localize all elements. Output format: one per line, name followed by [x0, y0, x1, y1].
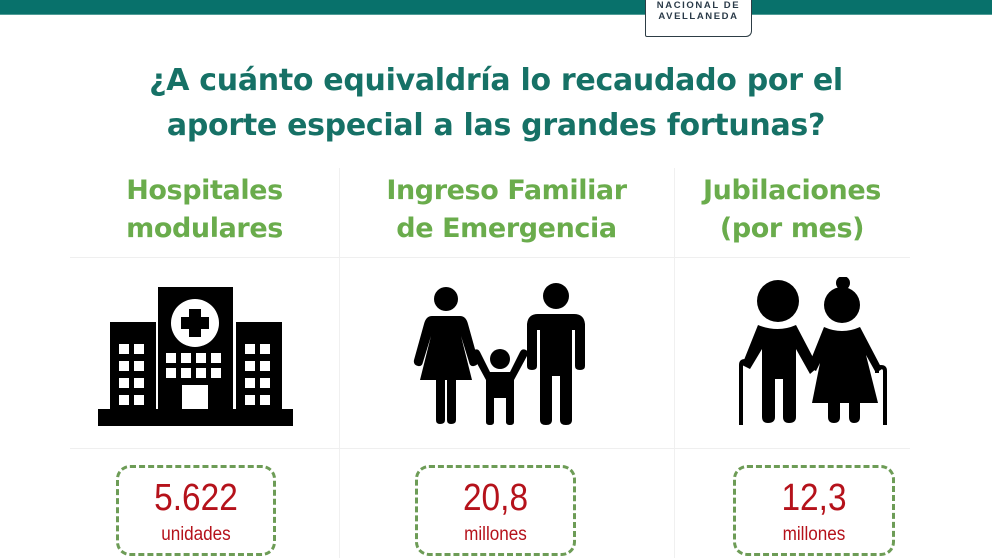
value-box-jubilaciones: 12,3 millones	[733, 465, 895, 556]
title-line-2: aporte especial a las grandes fortunas?	[166, 108, 826, 143]
heading-ife: Ingreso Familiar de Emergencia	[339, 172, 674, 248]
top-bar	[0, 0, 992, 15]
heading-line: (por mes)	[719, 213, 865, 244]
heading-line: Ingreso Familiar	[386, 175, 627, 206]
logo-text-line: NACIONAL DE	[656, 0, 741, 11]
elderly-couple-icon	[739, 277, 887, 425]
heading-line: Hospitales	[126, 175, 283, 206]
title-line-1: ¿A cuánto equivaldría lo recaudado por e…	[149, 63, 843, 98]
hospital-icon	[98, 287, 293, 426]
heading-line: de Emergencia	[396, 213, 617, 244]
logo-text-line: AVELLANEDA	[658, 11, 739, 22]
page-title: ¿A cuánto equivaldría lo recaudado por e…	[0, 58, 992, 148]
value-number: 20,8	[462, 477, 529, 519]
value-unit: unidades	[161, 524, 231, 545]
row-divider	[70, 257, 910, 258]
value-box-ife: 20,8 millones	[415, 465, 576, 556]
heading-jubilaciones: Jubilaciones (por mes)	[674, 172, 910, 248]
value-unit: millones	[782, 524, 846, 545]
value-number: 12,3	[781, 477, 847, 519]
university-logo: NACIONAL DE AVELLANEDA	[645, 0, 752, 37]
heading-hospitales: Hospitales modulares	[70, 172, 339, 248]
column-divider	[339, 168, 340, 558]
value-box-hospitales: 5.622 unidades	[116, 465, 276, 556]
family-icon	[413, 283, 585, 425]
heading-line: modulares	[126, 213, 283, 244]
value-number: 5.622	[154, 477, 238, 519]
row-divider	[70, 448, 910, 449]
heading-line: Jubilaciones	[703, 175, 881, 206]
value-unit: millones	[464, 524, 527, 545]
column-divider	[674, 168, 675, 558]
